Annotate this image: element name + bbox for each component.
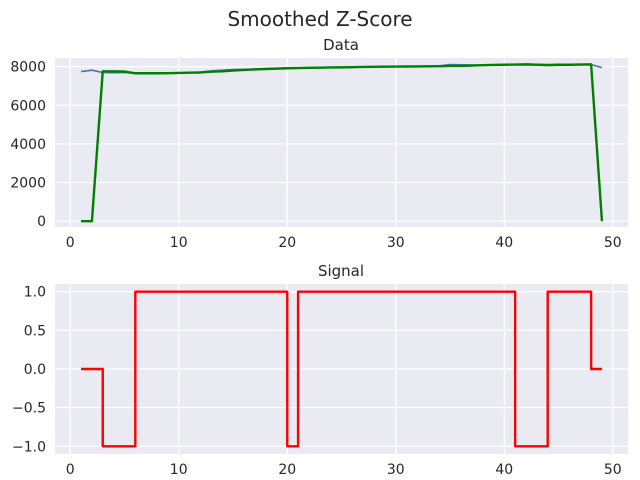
- data-x-tick-label: 10: [170, 235, 188, 251]
- signal-y-tick-label: −1.0: [12, 439, 46, 455]
- data-chart-title: Data: [323, 36, 359, 54]
- data-x-tick-label: 20: [278, 235, 296, 251]
- signal-x-ticks: 0 10 20 30 40 50: [66, 462, 622, 478]
- data-x-tick-label: 0: [66, 235, 75, 251]
- data-series-group: [80, 63, 604, 223]
- data-axes: 0 10 20 30 40 50 0 2000 4000 6000 8000 Data: [10, 36, 628, 251]
- signal-x-tick-label: 40: [495, 462, 513, 478]
- signal-x-tick-label: 0: [66, 462, 75, 478]
- data-x-tick-label: 40: [495, 235, 513, 251]
- data-y-tick-label: 2000: [10, 176, 46, 192]
- signal-series-line-0: [81, 290, 602, 448]
- data-y-ticks: 0 2000 4000 6000 8000: [10, 60, 46, 231]
- data-x-ticks: 0 10 20 30 40 50: [66, 235, 622, 251]
- data-y-tick-label: 8000: [10, 60, 46, 76]
- data-y-tick-label: 6000: [10, 98, 46, 114]
- signal-x-tick-label: 50: [604, 462, 622, 478]
- data-series-line-1: [81, 63, 604, 223]
- signal-x-tick-label: 20: [278, 462, 296, 478]
- signal-y-tick-label: 1.0: [24, 285, 46, 301]
- data-x-tick-label: 30: [387, 235, 405, 251]
- signal-y-tick-label: 0.0: [24, 362, 46, 378]
- signal-axes: 0 10 20 30 40 50 −1.0 −0.5 0.0 0.5 1.0 Signal: [12, 262, 628, 478]
- data-plot-area: [55, 58, 628, 227]
- data-x-tick-label: 50: [604, 235, 622, 251]
- figure-title: Smoothed Z-Score: [227, 7, 412, 31]
- data-gridlines: [55, 58, 628, 227]
- signal-y-ticks: −1.0 −0.5 0.0 0.5 1.0: [12, 285, 46, 456]
- signal-x-tick-label: 10: [170, 462, 188, 478]
- data-y-tick-label: 4000: [10, 137, 46, 153]
- signal-chart-title: Signal: [318, 262, 364, 280]
- signal-series-group: [81, 290, 602, 448]
- signal-y-tick-label: 0.5: [24, 323, 46, 339]
- signal-x-tick-label: 30: [387, 462, 405, 478]
- data-y-tick-label: 0: [37, 214, 46, 230]
- signal-y-tick-label: −0.5: [12, 401, 46, 417]
